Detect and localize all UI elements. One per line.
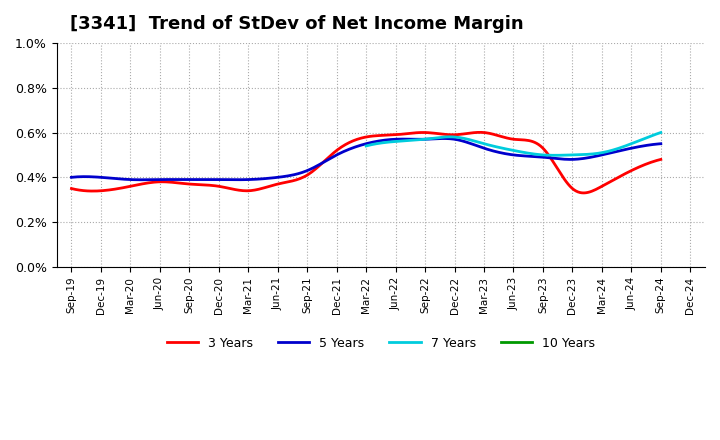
Text: [3341]  Trend of StDev of Net Income Margin: [3341] Trend of StDev of Net Income Marg…: [70, 15, 523, 33]
Legend: 3 Years, 5 Years, 7 Years, 10 Years: 3 Years, 5 Years, 7 Years, 10 Years: [162, 332, 600, 355]
